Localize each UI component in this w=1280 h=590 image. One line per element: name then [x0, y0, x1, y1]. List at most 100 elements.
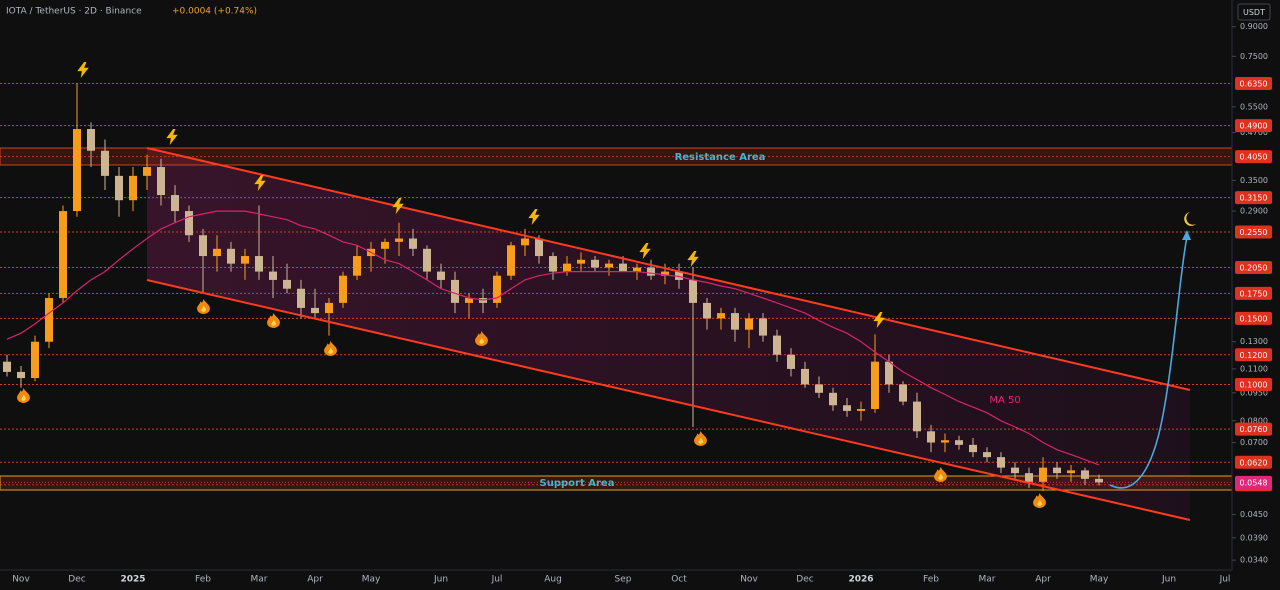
candle-body [759, 318, 767, 336]
ma-line [6, 210, 1100, 466]
candle-body [1053, 467, 1061, 474]
y-tick-label: 0.1100 [1240, 364, 1268, 373]
level-tag [1235, 348, 1272, 362]
y-tick-label: 0.0700 [1240, 438, 1268, 447]
arrow-head [1182, 230, 1191, 240]
y-tick-label: 0.0450 [1240, 510, 1268, 519]
candle-body [843, 405, 851, 411]
level-label: 0.2550 [1240, 228, 1268, 237]
y-tick-label: 0.0950 [1240, 388, 1268, 397]
candle-body [913, 401, 921, 432]
x-tick-label: Jun [1161, 575, 1176, 585]
candle-body [941, 440, 949, 443]
candle-body [185, 211, 193, 236]
candle-body [619, 263, 627, 272]
candle-body [871, 361, 879, 410]
candle-body [787, 354, 795, 369]
candle-body [689, 279, 697, 303]
candle-body [633, 267, 641, 272]
x-tick-label: Oct [671, 575, 687, 585]
level-label: 0.4050 [1240, 153, 1268, 162]
currency: USDT [1243, 8, 1265, 17]
candle-body [983, 452, 991, 458]
candle-body [199, 235, 207, 257]
candle-body [423, 248, 431, 272]
x-tick-label: Sep [615, 575, 632, 585]
level-label: 0.6350 [1240, 79, 1268, 88]
last-price-tag [1235, 475, 1272, 489]
x-tick-label: Nov [740, 575, 758, 585]
resistance-label: Resistance Area [675, 152, 766, 163]
candle-body [885, 361, 893, 385]
channel-lower [146, 279, 1191, 521]
level-tag [1235, 455, 1272, 469]
x-tick-label: Jul [1219, 575, 1231, 585]
candle-body [339, 275, 347, 303]
x-tick-label: Jun [433, 575, 448, 585]
projection-arrow [1109, 236, 1188, 489]
candle-body [381, 241, 389, 249]
x-tick-label: Feb [923, 575, 939, 585]
level-label: 0.0760 [1240, 425, 1268, 434]
y-tick-label: 0.3500 [1240, 176, 1268, 185]
level-tag [1235, 286, 1272, 300]
candle-body [1025, 473, 1033, 482]
candle-body [493, 275, 501, 303]
candle-body [899, 384, 907, 402]
candle-body [269, 271, 277, 280]
candle-body [507, 245, 515, 276]
price-change: +0.0004 (+0.74%) [172, 7, 257, 17]
y-tick-label: 0.1300 [1240, 337, 1268, 346]
candle-body [45, 298, 53, 342]
candle-body [829, 392, 837, 406]
x-tick-label: Aug [544, 575, 562, 585]
last-price-label: 0.0548 [1240, 478, 1268, 487]
y-tick-label: 0.0390 [1240, 533, 1268, 542]
candle-body [577, 259, 585, 264]
candle-body [1011, 467, 1019, 474]
y-tick-label: 0.0340 [1240, 556, 1268, 565]
candle-body [591, 259, 599, 268]
candle-body [675, 271, 683, 280]
level-label: 0.4900 [1240, 122, 1268, 131]
level-tag [1235, 377, 1272, 391]
candle-body [465, 298, 473, 303]
y-tick-label: 0.4700 [1240, 128, 1268, 137]
level-tag [1235, 261, 1272, 275]
candle-body [731, 313, 739, 330]
channel-fill [147, 148, 1190, 520]
candle-body [311, 307, 319, 314]
candle-body [549, 256, 557, 272]
x-tick-label: Jul [491, 575, 503, 585]
level-tag [1235, 311, 1272, 325]
candle-body [927, 431, 935, 443]
candle-body [661, 271, 669, 276]
candle-body [1095, 478, 1103, 483]
y-tick-label: 0.2900 [1240, 207, 1268, 216]
currency-box [1237, 3, 1271, 21]
candle-body [605, 263, 613, 268]
candle-body [297, 288, 305, 308]
candle-body [283, 279, 291, 289]
level-label: 0.1500 [1240, 314, 1268, 323]
level-label: 0.1200 [1240, 351, 1268, 360]
candle-body [115, 175, 123, 201]
candle-body [535, 238, 543, 257]
x-tick-label: Mar [979, 575, 996, 585]
candle-body [703, 302, 711, 319]
candle-body [59, 211, 67, 299]
candle-body [353, 256, 361, 276]
candle-body [717, 313, 725, 319]
candle-body [437, 271, 445, 280]
y-tick-label: 0.0800 [1240, 416, 1268, 425]
candle-body [815, 384, 823, 393]
candle-body [521, 238, 529, 246]
candle-body [997, 457, 1005, 468]
candle-body [745, 318, 753, 330]
candle-body [255, 256, 263, 272]
candle-body [1081, 470, 1089, 479]
level-tag [1235, 76, 1272, 90]
candle-body [969, 444, 977, 453]
candle-body [955, 440, 963, 445]
ma-label: MA 50 [989, 395, 1020, 406]
